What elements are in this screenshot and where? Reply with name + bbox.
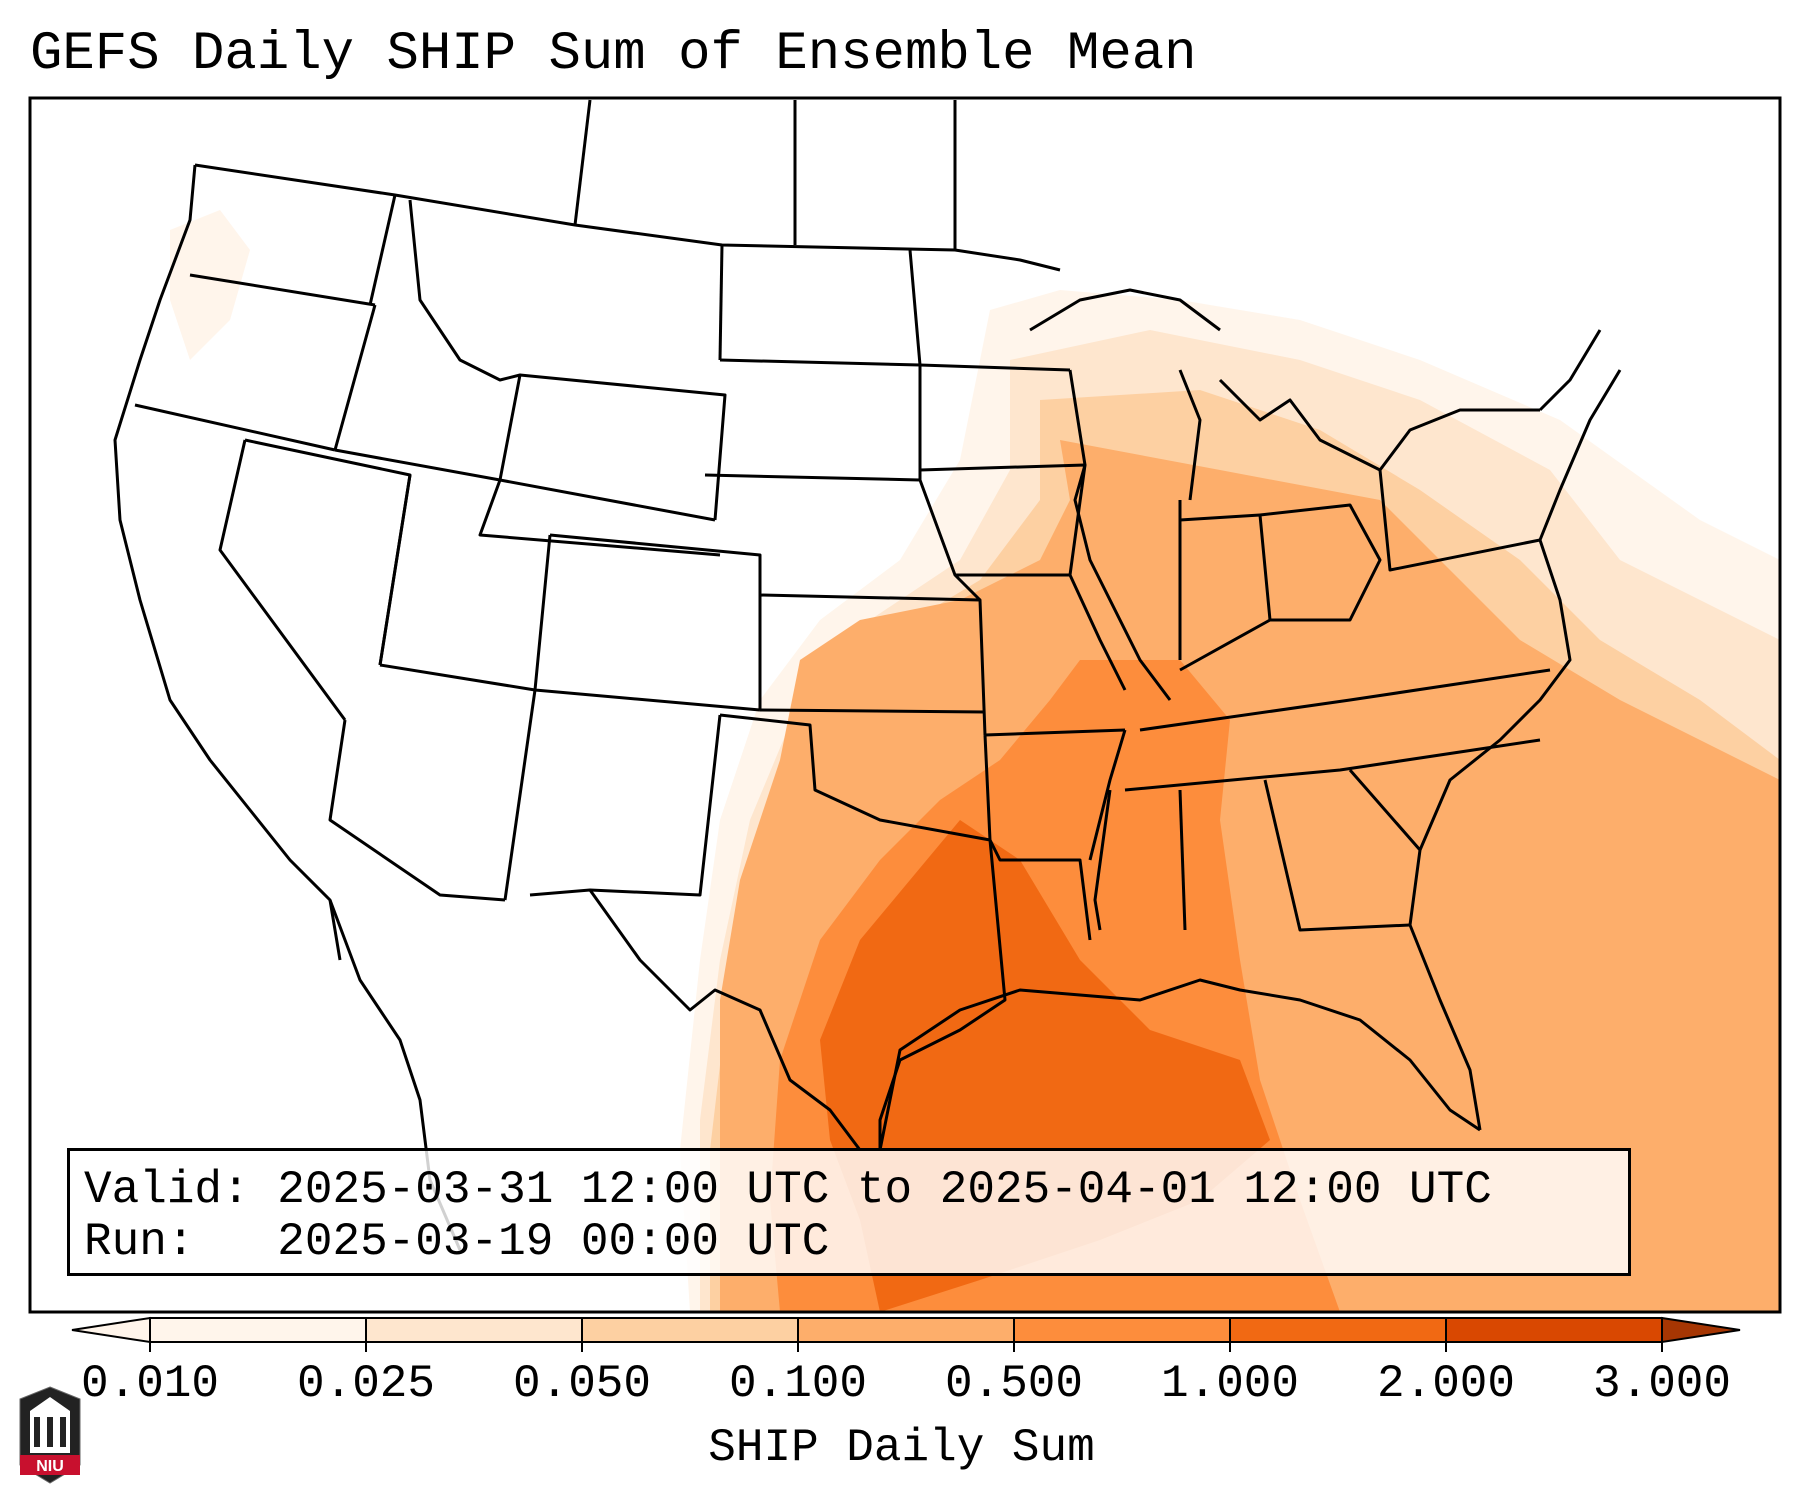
valid-run-box: Valid: 2025-03-31 12:00 UTC to 2025-04-0…: [67, 1148, 1631, 1276]
colorbar-tick-label: 0.010: [80, 1358, 220, 1410]
colorbar-extend-low: [71, 1316, 151, 1344]
valid-line: Valid: 2025-03-31 12:00 UTC to 2025-04-0…: [84, 1163, 1492, 1217]
colorbar-bin: [581, 1317, 799, 1343]
run-label: Run:: [84, 1216, 195, 1268]
valid-value: 2025-03-31 12:00 UTC to 2025-04-01 12:00…: [277, 1164, 1492, 1216]
colorbar-extend-high: [1661, 1316, 1741, 1344]
colorbar-bin: [365, 1317, 583, 1343]
ship-shading: [30, 98, 1780, 1312]
colorbar-tick-label: 0.500: [944, 1358, 1084, 1410]
colorbar-bin: [797, 1317, 1015, 1343]
valid-label: Valid:: [84, 1164, 250, 1216]
colorbar-bin: [1013, 1317, 1231, 1343]
state-boundaries: [113, 99, 1622, 1251]
run-value: 2025-03-19 00:00 UTC: [277, 1216, 830, 1268]
colorbar: [71, 1316, 1741, 1352]
colorbar-label: SHIP Daily Sum: [708, 1422, 1095, 1474]
colorbar-bin: [1445, 1317, 1663, 1343]
colorbar-tick-label: 3.000: [1592, 1358, 1732, 1410]
colorbar-bin: [149, 1317, 367, 1343]
svg-text:NIU: NIU: [36, 1458, 64, 1475]
colorbar-tick-label: 0.025: [296, 1358, 436, 1410]
map-title: GEFS Daily SHIP Sum of Ensemble Mean: [30, 24, 1197, 85]
colorbar-tick-label: 2.000: [1376, 1358, 1516, 1410]
niu-logo: NIU: [19, 1386, 81, 1484]
colorbar-tick-label: 0.100: [728, 1358, 868, 1410]
run-line: Run: 2025-03-19 00:00 UTC: [84, 1215, 829, 1269]
colorbar-bin: [1229, 1317, 1447, 1343]
colorbar-tick-label: 1.000: [1160, 1358, 1300, 1410]
colorbar-tick-label: 0.050: [512, 1358, 652, 1410]
map-frame: [28, 96, 1782, 1314]
